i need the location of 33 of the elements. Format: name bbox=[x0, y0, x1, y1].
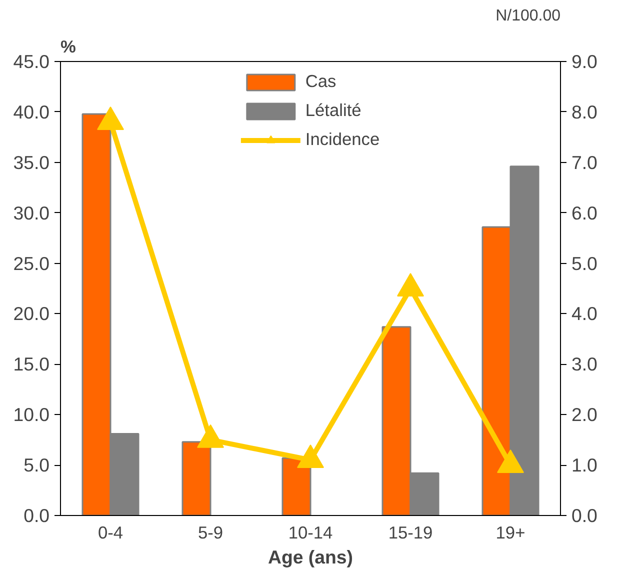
legend-label: Cas bbox=[305, 71, 336, 92]
y-tick-label: 25.0 bbox=[13, 252, 50, 274]
x-tick-label: 0-4 bbox=[98, 522, 124, 542]
x-axis-title: Age (ans) bbox=[268, 546, 354, 568]
y2-tick-label: 3.0 bbox=[572, 354, 598, 375]
y-tick-label: 0.0 bbox=[24, 505, 50, 526]
bar bbox=[282, 457, 312, 516]
legend-label: Létalité bbox=[305, 100, 362, 121]
x-tick-label: 10-14 bbox=[288, 522, 334, 542]
y2-tick-label: 6.0 bbox=[572, 202, 598, 224]
y2-tick-label: 5.0 bbox=[572, 252, 598, 274]
y2-tick-label: 8.0 bbox=[572, 101, 598, 122]
x-tick-label: 5-9 bbox=[198, 522, 224, 542]
y-tick-label: 45.0 bbox=[13, 51, 50, 72]
y2-axis-title: N/100.00 bbox=[496, 8, 561, 24]
legend-label: Incidence bbox=[305, 129, 380, 150]
x-tick-label: 15-19 bbox=[388, 522, 433, 542]
y2-tick-label: 2.0 bbox=[572, 404, 598, 426]
y-tick-label: 20.0 bbox=[13, 303, 50, 324]
y-tick-label: 35.0 bbox=[13, 152, 50, 173]
y2-tick-label: 9.0 bbox=[572, 51, 598, 72]
y-tick-label: 40.0 bbox=[13, 101, 50, 122]
y-tick-label: 5.0 bbox=[24, 454, 50, 476]
y-tick-label: 15.0 bbox=[13, 354, 50, 375]
y-tick-label: 10.0 bbox=[13, 404, 50, 426]
y2-tick-label: 0.0 bbox=[572, 505, 598, 526]
y2-tick-label: 4.0 bbox=[572, 303, 598, 324]
y-axis-title: % bbox=[60, 36, 76, 56]
y2-tick-label: 1.0 bbox=[572, 454, 598, 476]
x-tick-label: 19+ bbox=[496, 522, 526, 542]
y-tick-label: 30.0 bbox=[13, 202, 50, 224]
bar bbox=[182, 441, 212, 516]
y2-tick-label: 7.0 bbox=[572, 152, 598, 173]
